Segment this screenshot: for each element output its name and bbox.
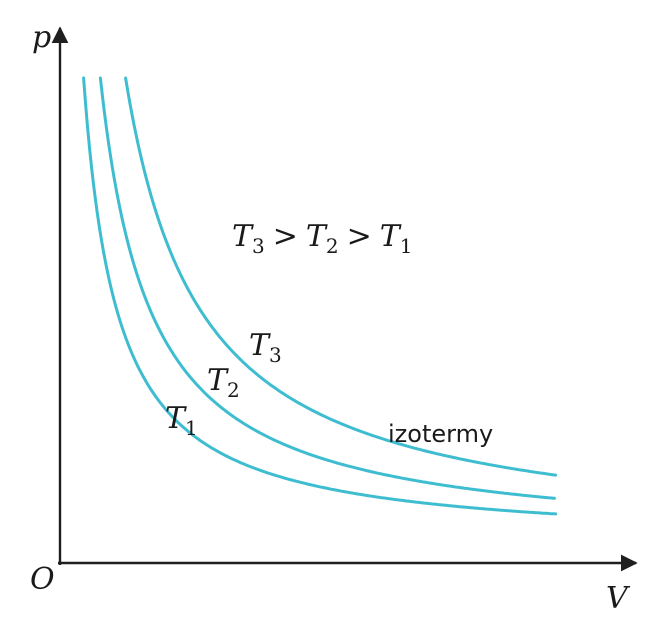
isotherm-curve-t2 bbox=[98, 76, 556, 500]
isotherm-curve-t3 bbox=[124, 76, 558, 477]
curve-label-t3: T3 bbox=[249, 328, 282, 367]
curve-label-t1: T1 bbox=[165, 401, 198, 440]
origin-label: O bbox=[30, 562, 55, 597]
isotherm-curves bbox=[82, 76, 558, 516]
isotherms-caption: izotermy bbox=[388, 420, 493, 448]
temperature-relation: T3 > T2 > T1 bbox=[232, 219, 413, 258]
isotherm-curve-t1 bbox=[82, 76, 558, 516]
curve-label-t2: T2 bbox=[207, 363, 240, 402]
x-axis-label: V bbox=[606, 581, 631, 616]
y-axis-label: p bbox=[32, 20, 51, 55]
